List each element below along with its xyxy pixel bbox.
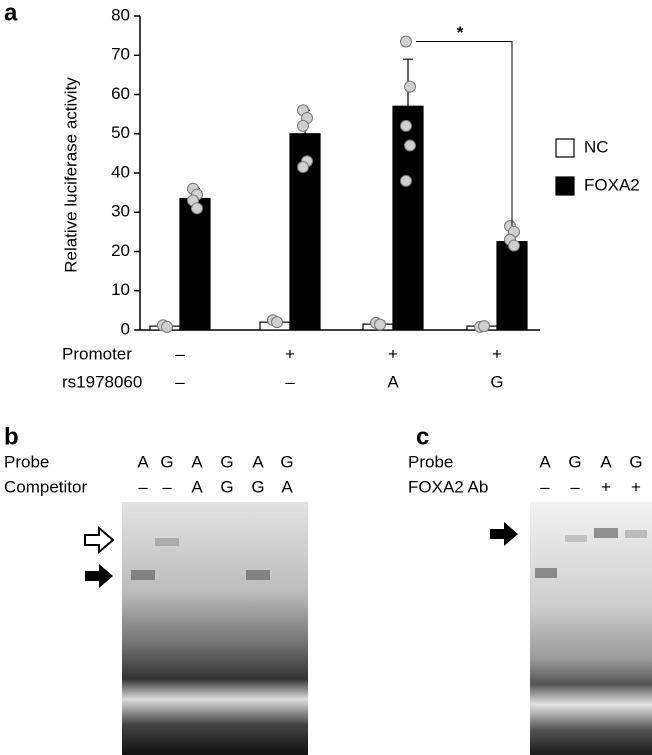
lane-label: G	[160, 452, 173, 471]
y-tick-label: 40	[111, 162, 130, 181]
lane-label: +	[601, 477, 611, 496]
row-label: Probe	[408, 452, 453, 471]
lane-label: A	[539, 452, 551, 471]
row-label: Probe	[4, 452, 49, 471]
y-tick-label: 50	[111, 123, 130, 142]
data-point	[161, 320, 173, 333]
row-cell: A	[387, 372, 399, 391]
lane-label: G	[568, 452, 581, 471]
lane-label: –	[540, 477, 550, 496]
legend-label: FOXA2	[584, 175, 640, 194]
data-point	[271, 316, 283, 329]
gel-image	[530, 502, 652, 755]
arrow-open	[84, 525, 115, 555]
gel-bands	[131, 528, 647, 580]
lane-label: G	[251, 477, 264, 496]
row-label: Competitor	[4, 477, 87, 496]
data-point	[374, 318, 386, 331]
lane-label: A	[191, 452, 203, 471]
row-label: rs1978060	[62, 372, 142, 391]
gel-image	[122, 502, 308, 755]
y-tick-label: 20	[111, 241, 130, 260]
legend-label: NC	[584, 137, 609, 156]
data-point	[404, 80, 416, 93]
lane-label: G	[629, 452, 642, 471]
row-cell: –	[175, 344, 185, 363]
row-cell: G	[490, 372, 503, 391]
row-cell: –	[285, 372, 295, 391]
lane-label: A	[137, 452, 149, 471]
data-point	[404, 139, 416, 152]
panel-label: a	[4, 0, 18, 26]
lane-label: A	[191, 477, 203, 496]
panel-label: c	[416, 423, 429, 450]
data-point	[191, 202, 203, 215]
arrow-solid	[490, 522, 518, 546]
y-tick-label: 60	[111, 84, 130, 103]
y-tick-label: 0	[121, 319, 130, 338]
y-tick-label: 80	[111, 5, 130, 24]
data-point	[508, 239, 520, 252]
significance-bracket	[416, 41, 513, 226]
bar	[496, 241, 528, 331]
lane-label: G	[280, 452, 293, 471]
data-point	[297, 161, 309, 174]
lane-label: G	[220, 477, 233, 496]
lane-label: –	[138, 477, 148, 496]
data-point	[400, 174, 412, 187]
y-tick-label: 10	[111, 280, 130, 299]
y-tick-label: 70	[111, 45, 130, 64]
legend-swatch	[555, 176, 575, 196]
lane-label: –	[570, 477, 580, 496]
data-point	[478, 320, 490, 333]
row-cell: –	[175, 372, 185, 391]
lane-label: G	[220, 452, 233, 471]
panel-label: b	[4, 423, 19, 450]
y-tick-label: 30	[111, 202, 130, 221]
row-label: Promoter	[62, 344, 132, 363]
lane-label: –	[162, 477, 172, 496]
data-point	[400, 119, 412, 132]
lane-label: A	[281, 477, 293, 496]
legend-swatch	[555, 138, 575, 158]
row-cell: +	[285, 344, 295, 363]
lane-label: A	[252, 452, 264, 471]
lane-label: +	[631, 477, 641, 496]
row-cell: +	[492, 344, 502, 363]
bar	[179, 197, 211, 331]
lane-label: A	[600, 452, 612, 471]
error-bar	[403, 58, 413, 154]
row-label: FOXA2 Ab	[408, 477, 488, 496]
data-point	[297, 119, 309, 132]
data-point	[400, 35, 412, 48]
arrow-solid	[85, 564, 113, 588]
y-axis-label: Relative luciferase activity	[61, 77, 80, 273]
row-cell: +	[388, 344, 398, 363]
annotation: *	[457, 23, 464, 42]
